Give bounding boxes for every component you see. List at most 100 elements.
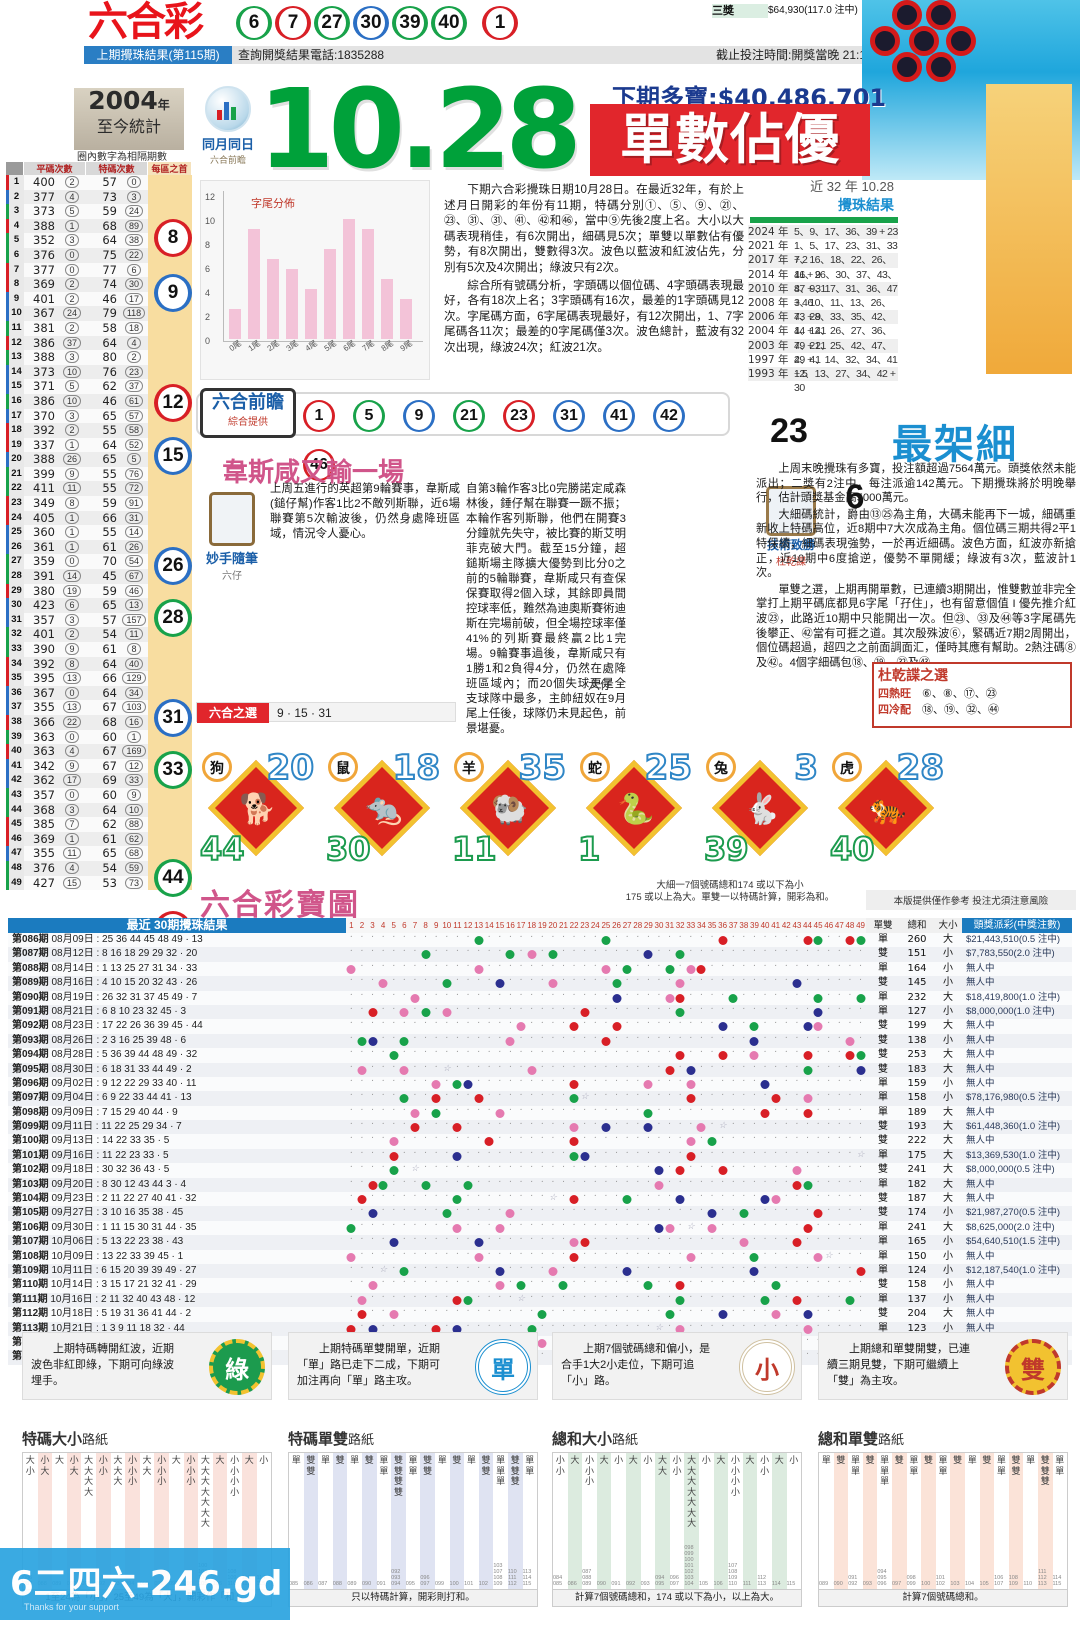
ball-number: 1 [306, 402, 332, 430]
road-period-foot: 103 [950, 1581, 960, 1587]
big-small-value: 小 [943, 1250, 953, 1262]
regular-count: 369 [33, 831, 55, 846]
header-big-small: 大小 [934, 918, 962, 933]
big-small-value: 小 [943, 1322, 953, 1334]
draw-label: 第094期 08月28日 : 5 36 39 44 48 49 · 32 [12, 1049, 198, 1061]
special-gap: 24 [120, 204, 148, 219]
draw-label: 第101期 09月16日 : 11 22 23 33 · 5 [12, 1149, 169, 1161]
road-cell: 小 [555, 1455, 565, 1465]
road-column: 雙雙 108 109 [1008, 1453, 1024, 1589]
special-gap: 0 [120, 175, 148, 190]
number-column-header: 43 [792, 921, 802, 930]
road-period-foot: 086 [303, 1581, 313, 1587]
number-column-header: 9 [433, 921, 439, 930]
road-cell: 小 [789, 1455, 799, 1465]
hotline-info: 查詢開獎結果電話:1835288 [232, 46, 712, 64]
same-day-sub: 六合前瞻 [209, 155, 246, 165]
road-period-foot: 094 095 [655, 1575, 665, 1587]
row-number: 18 [6, 423, 24, 438]
y-tick: 0 [205, 336, 211, 346]
special-gap: 59 [120, 861, 148, 876]
stats-row: 3 373 5 59 24 [6, 204, 192, 219]
draw-ball: 27 [314, 6, 350, 40]
row-number: 24 [6, 510, 24, 526]
road-cell: 單 [880, 1476, 890, 1486]
regular-gap: 0 [58, 730, 86, 745]
draw-label: 第096期 09月02日 : 9 12 22 29 33 40 · 11 [12, 1077, 197, 1089]
road-period-foot: 090 [361, 1581, 372, 1587]
number-column-header: 17 [516, 921, 526, 930]
road-cell: 小 [760, 1455, 770, 1465]
tip-box-sum-odd-even: 上期總和單雙開雙，已連續三期見雙，下期可繼續上「雙」為主攻。 雙 [818, 1332, 1068, 1400]
road-cell: 小 [643, 1455, 653, 1465]
special-count: 66 [102, 510, 117, 525]
road-cell: 大 [599, 1455, 609, 1465]
special-count: 65 [102, 598, 117, 613]
regular-count: 363 [33, 729, 55, 744]
number-column-header: 5 [391, 921, 396, 930]
draw-label: 第099期 09月11日 : 11 22 25 29 34 · 7 [12, 1121, 182, 1133]
special-gap: 58 [120, 423, 148, 438]
road-cell: 小 [157, 1465, 167, 1476]
sum-value: 158 [907, 1092, 927, 1104]
special-count: 46 [102, 291, 117, 306]
forecast-label-badge: 六合前瞻 綜合提供 [200, 388, 296, 438]
year-numbers: 1、12、26、27、36、49 + 21 [794, 325, 893, 352]
road-cell: 雙 [1011, 1455, 1021, 1465]
forecast-ball: 5 [353, 400, 385, 432]
regular-gap: 2 [58, 277, 86, 292]
analyst-picks-title: 杜乾諜之選 [878, 667, 948, 683]
stats-table-body: 1 400 2 57 0 2 377 4 73 3 3 373 5 59 24 4 388 1 68 89 5 352 3 6… [6, 175, 192, 949]
draw-ball: 7 [275, 6, 311, 40]
zone-leader-ball: 44 [154, 859, 192, 897]
road-cell: 大 [25, 1455, 35, 1465]
regular-count: 367 [33, 306, 55, 321]
road-cell: 雙 [982, 1455, 992, 1465]
road-cell: 大 [200, 1507, 210, 1518]
payout-value: $7,783,550(2.0 注中) [966, 948, 1055, 960]
special-count: 67 [102, 744, 117, 759]
football-article-title: 韋斯咸又輸一場 [222, 457, 405, 487]
road-period-foot: 107 108 109 110 [728, 1563, 738, 1587]
road-column: 單 087 [318, 1453, 333, 1589]
regular-count: 388 [33, 350, 55, 365]
regular-gap: 3 [58, 613, 86, 628]
road-cell: 大 [200, 1465, 210, 1476]
sum-value: 145 [907, 977, 927, 989]
road-cell: 大 [657, 1455, 667, 1465]
payout-value: $54,640,510(1.5 注中) [966, 1236, 1061, 1248]
col-special-count: 特碼次數 [86, 162, 148, 175]
special-count: 80 [102, 350, 117, 365]
sum-value: 241 [907, 1221, 927, 1233]
row-number: 49 [6, 875, 24, 891]
special-count: 54 [102, 627, 117, 642]
road-cell: 大 [142, 1455, 152, 1465]
same-day-badge: 同月同日 六合前瞻 [196, 86, 260, 165]
year-label: 2021 年 [748, 240, 789, 253]
road-cell: 單 [496, 1476, 506, 1486]
zodiac-animal-label: 羊 [454, 752, 484, 782]
road-column: 雙 100 [449, 1453, 465, 1589]
road-column: 小小 112 113 [757, 1453, 772, 1589]
special-count: 70 [102, 554, 117, 569]
road-column: 大 090 [596, 1453, 612, 1589]
regular-count: 385 [33, 817, 55, 832]
road-cell: 大 [113, 1476, 123, 1486]
zodiac-top-number: 35 [518, 747, 567, 789]
road-cell: 大 [687, 1518, 697, 1528]
regular-count: 360 [33, 525, 55, 540]
road-cell: 小 [186, 1455, 196, 1465]
sum-value: 241 [907, 1164, 927, 1176]
road-cell: 大 [200, 1486, 210, 1497]
road-period-foot: 115 [786, 1581, 796, 1587]
road-period-foot: 111 [742, 1581, 752, 1587]
regular-count: 399 [33, 466, 55, 481]
road-footer: 計算7個號碼總和，174 或以下為小，以上為大。 [552, 1590, 802, 1607]
road-period-foot: 087 [318, 1581, 328, 1587]
big-small-value: 大 [943, 1063, 953, 1075]
special-count: 77 [102, 262, 117, 277]
row-number: 44 [6, 802, 24, 818]
row-number: 32 [6, 627, 24, 642]
road-column: 雙 105 [979, 1453, 995, 1589]
special-count: 55 [102, 481, 117, 496]
